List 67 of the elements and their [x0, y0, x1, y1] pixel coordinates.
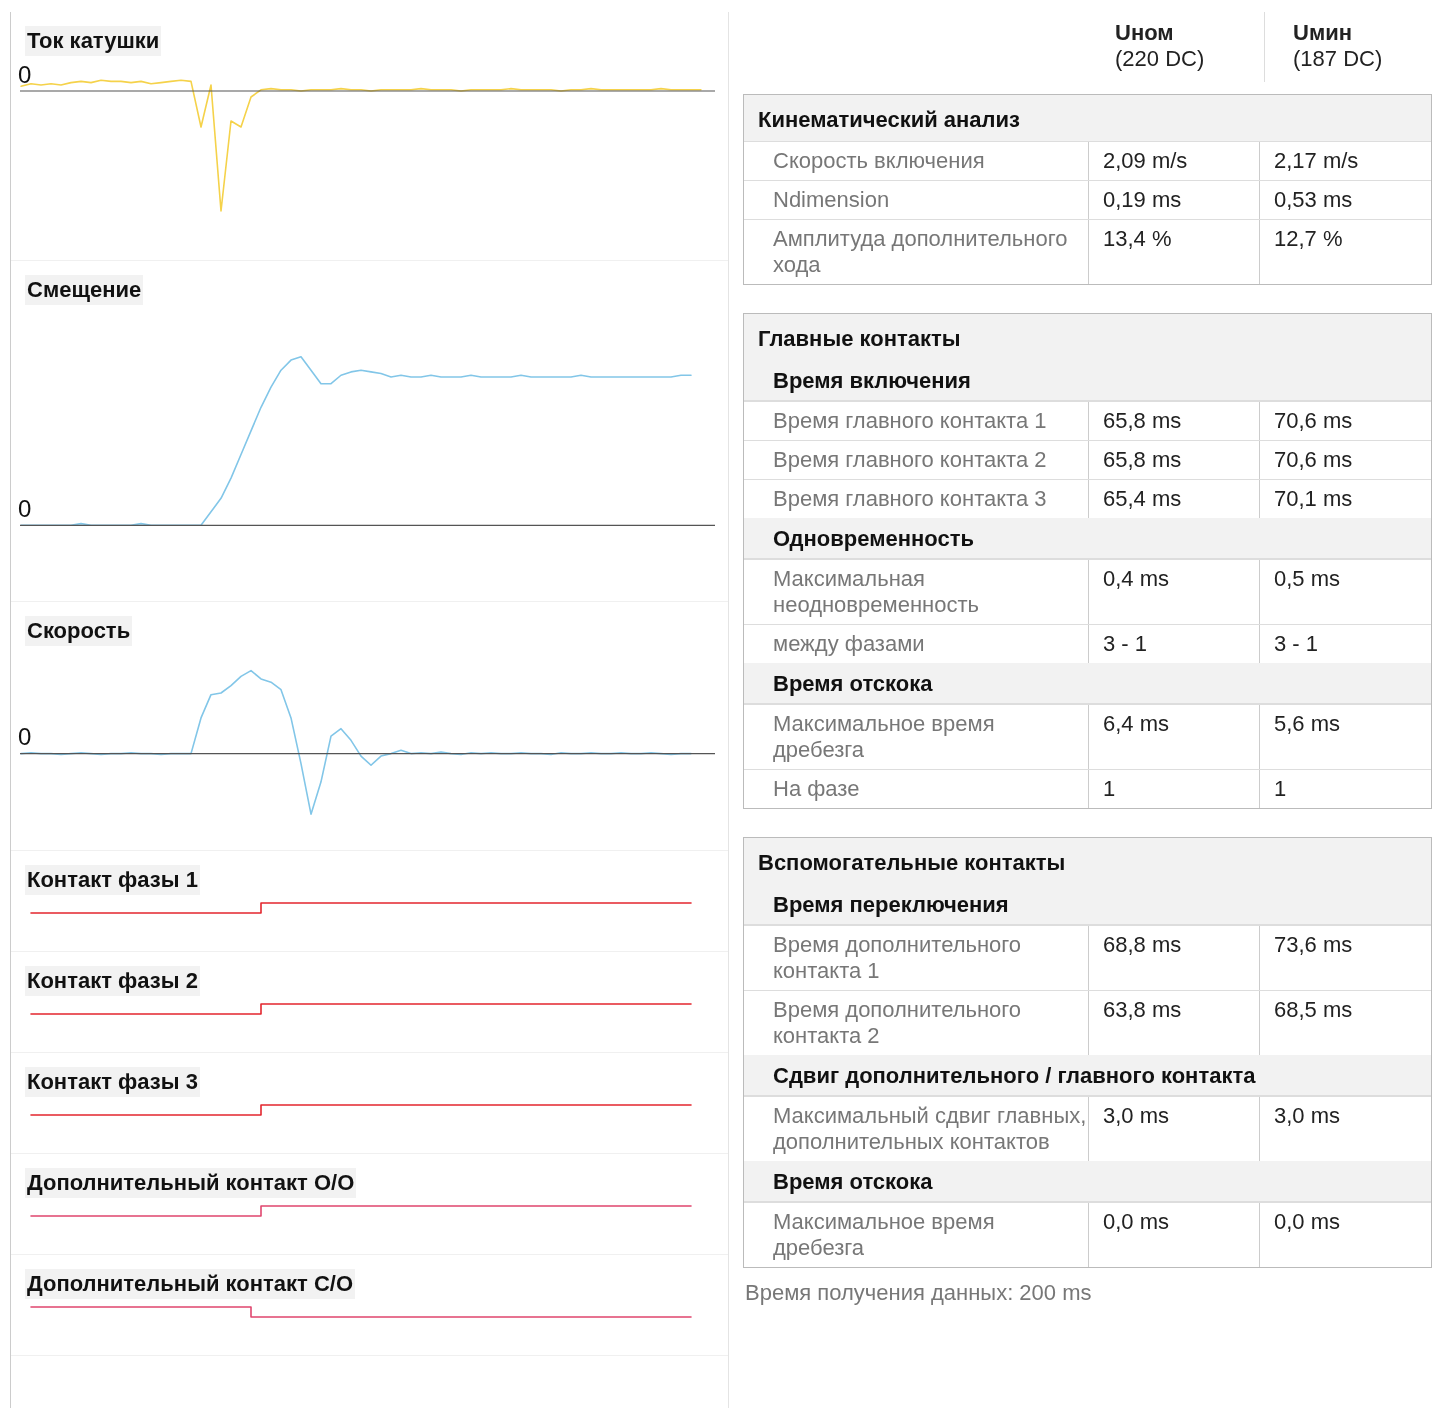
- text: Максимальное время дребезга: [772, 1208, 996, 1262]
- text: (187 DC): [1293, 46, 1383, 71]
- text: Максимальная неодновременность: [772, 565, 980, 619]
- text: 0,53 ms: [1259, 181, 1430, 219]
- text: Амплитуда дополнительного хода: [772, 225, 1069, 279]
- text: 5,6 ms: [1259, 705, 1430, 769]
- text: Uном: [1115, 20, 1174, 45]
- text: 0,5 ms: [1259, 560, 1430, 624]
- text: 65,4 ms: [1088, 480, 1259, 518]
- chart-title: Скорость: [25, 616, 133, 646]
- text: 3,0 ms: [1088, 1097, 1259, 1161]
- text: На фазе: [772, 775, 861, 803]
- text: 68,8 ms: [1088, 926, 1259, 990]
- text: Время переключения: [744, 884, 1431, 925]
- text: Максимальный сдвиг главных, дополнительных контактов: [772, 1102, 1088, 1156]
- text: 70,6 ms: [1259, 441, 1430, 479]
- text: Сдвиг дополнительного / главного контакта: [744, 1055, 1431, 1096]
- text: 2,17 m/s: [1259, 142, 1430, 180]
- chart-title: Контакт фазы 3: [25, 1067, 200, 1097]
- text: 6,4 ms: [1088, 705, 1259, 769]
- text: Главные контакты: [744, 314, 1431, 360]
- text: 0,0 ms: [1259, 1203, 1430, 1267]
- text: Время отскока: [744, 1161, 1431, 1202]
- text: Вспомогательные контакты: [744, 838, 1431, 884]
- text: 13,4 %: [1088, 220, 1259, 284]
- text: 0,0 ms: [1088, 1203, 1259, 1267]
- text: 65,8 ms: [1088, 441, 1259, 479]
- text: 3 - 1: [1259, 625, 1430, 663]
- text: Время получения данных: 200 ms: [744, 1280, 1093, 1306]
- chart-title: Смещение: [25, 275, 144, 305]
- text: Время главного контакта 2: [772, 446, 1048, 474]
- text: 70,6 ms: [1259, 402, 1430, 440]
- text: Время главного контакта 1: [772, 407, 1048, 435]
- text: 2,09 m/s: [1088, 142, 1259, 180]
- text: (220 DC): [1115, 46, 1205, 71]
- text: 0,19 ms: [1088, 181, 1259, 219]
- text: 12,7 %: [1259, 220, 1430, 284]
- ref-line-label: 0: [18, 494, 32, 522]
- text: Время главного контакта 3: [772, 485, 1048, 513]
- text: 1: [1088, 770, 1259, 808]
- text: между фазами: [772, 630, 926, 658]
- chart-title: Дополнительный контакт O/O: [25, 1168, 357, 1198]
- text: Время дополнительного контакта 2: [772, 996, 1023, 1050]
- text: 63,8 ms: [1088, 991, 1259, 1055]
- ref-line-label: 0: [18, 723, 32, 751]
- chart-title: Контакт фазы 2: [25, 966, 200, 996]
- text: Скорость включения: [772, 147, 986, 175]
- chart-title: Дополнительный контакт C/O: [25, 1269, 356, 1299]
- text: 68,5 ms: [1259, 991, 1430, 1055]
- text: 1: [1259, 770, 1430, 808]
- text: Время отскока: [744, 663, 1431, 704]
- text: 73,6 ms: [1259, 926, 1430, 990]
- text: Время включения: [744, 360, 1431, 401]
- text: 0,4 ms: [1088, 560, 1259, 624]
- text: Максимальное время дребезга: [772, 710, 996, 764]
- chart-title: Ток катушки: [25, 26, 162, 56]
- text: Uмин: [1293, 20, 1352, 45]
- text: 65,8 ms: [1088, 402, 1259, 440]
- text: Одновременность: [744, 518, 1431, 559]
- text: Время дополнительного контакта 1: [772, 931, 1023, 985]
- text: 3 - 1: [1088, 625, 1259, 663]
- text: 70,1 ms: [1259, 480, 1430, 518]
- text: Кинематический анализ: [744, 95, 1431, 141]
- text: 3,0 ms: [1259, 1097, 1430, 1161]
- chart-title: Контакт фазы 1: [25, 865, 200, 895]
- text: Ndimension: [772, 186, 891, 214]
- ref-line-label: 0: [18, 60, 32, 88]
